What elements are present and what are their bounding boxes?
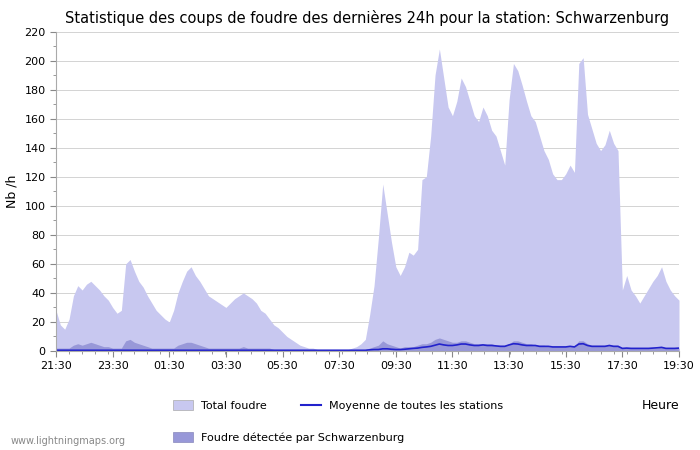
Text: Heure: Heure <box>641 399 679 412</box>
Title: Statistique des coups de foudre des dernières 24h pour la station: Schwarzenburg: Statistique des coups de foudre des dern… <box>65 10 670 26</box>
Legend: Foudre détectée par Schwarzenburg: Foudre détectée par Schwarzenburg <box>168 428 410 447</box>
Y-axis label: Nb /h: Nb /h <box>6 175 19 208</box>
Text: www.lightningmaps.org: www.lightningmaps.org <box>10 436 125 446</box>
